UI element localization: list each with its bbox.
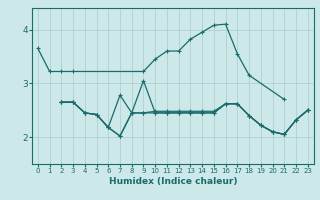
X-axis label: Humidex (Indice chaleur): Humidex (Indice chaleur) [108, 177, 237, 186]
